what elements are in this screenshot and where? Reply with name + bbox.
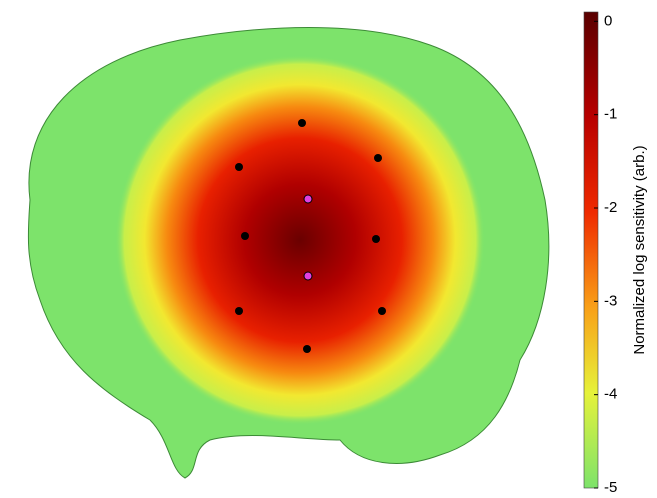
figure: Normalized log sensitivity (arb.) 0 -1 -2 -…: [0, 0, 657, 498]
colorbar-label: Normalized log sensitivity (arb.): [631, 145, 648, 354]
tick-label: -3: [604, 292, 617, 309]
tick-label: -4: [604, 386, 617, 403]
tick-label: -1: [604, 106, 617, 123]
tick-label: -2: [604, 199, 617, 216]
tick-label: -5: [604, 479, 617, 496]
tick-label: 0: [604, 12, 612, 29]
colorbar: [584, 12, 598, 488]
brain: [0, 0, 560, 498]
